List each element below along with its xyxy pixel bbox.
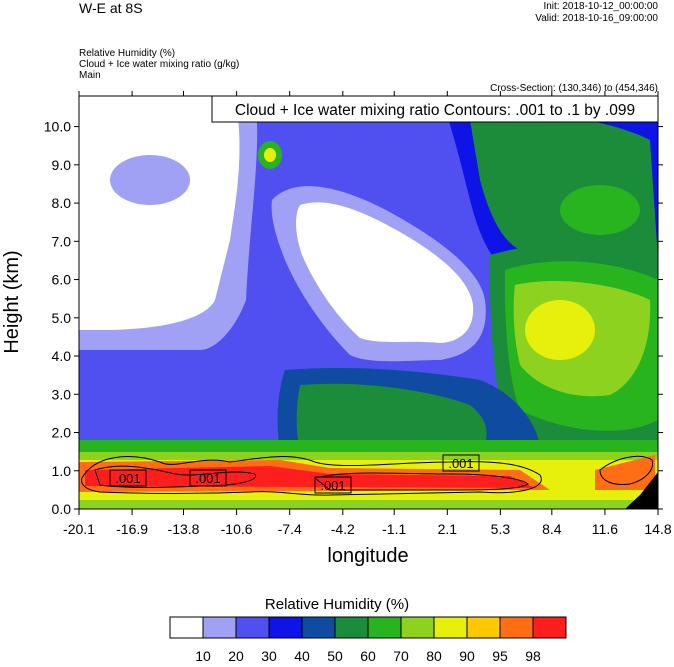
cloud-ice-contour [599, 455, 654, 485]
colorbar-label: 98 [525, 648, 541, 664]
x-tick-label: -20.1 [63, 521, 95, 537]
x-tick-label: -13.8 [168, 521, 200, 537]
rh-region [625, 472, 658, 509]
x-tick-label: 2.1 [438, 521, 458, 537]
colorbar-label: 50 [327, 648, 343, 664]
y-tick-label: 6.0 [52, 272, 72, 288]
colorbar-swatch [466, 616, 501, 639]
colorbar-swatch [532, 616, 567, 639]
cloud-ice-contour [94, 465, 256, 488]
rh-region [595, 455, 655, 490]
x-tick-label: -16.9 [116, 521, 148, 537]
colorbar-label: 30 [261, 648, 277, 664]
contour-label-box [314, 476, 352, 494]
colorbar-label: 90 [459, 648, 475, 664]
field-rh: Relative Humidity (%) [79, 48, 176, 59]
y-tick-label: 7.0 [52, 233, 72, 249]
init-valid-times: Init: 2018-10-12_00:00:00 Valid: 2018-10… [535, 1, 658, 25]
contour-info-box: Cloud + Ice water mixing ratio Contours:… [211, 95, 659, 123]
rh-region [79, 96, 240, 330]
field-main: Main [79, 70, 101, 81]
colorbar-swatch [367, 616, 402, 639]
field-cloud-ice: Cloud + Ice water mixing ratio (g/kg) [79, 59, 240, 70]
cloud-ice-contour [313, 472, 529, 491]
x-tick-label: -10.6 [221, 521, 253, 537]
colorbar-label: 95 [492, 648, 508, 664]
x-tick-label: -1.1 [382, 521, 406, 537]
contour-label: .001 [195, 471, 220, 486]
cross-section-label: Cross-Section: (130,346) to (454,346) [490, 83, 658, 94]
rh-region [85, 466, 535, 488]
colorbar-swatch [268, 616, 303, 639]
y-tick-label: 9.0 [52, 157, 72, 173]
colorbar-label: 70 [393, 648, 409, 664]
colorbar-swatch [202, 616, 237, 639]
y-tick-label: 5.0 [52, 310, 72, 326]
rh-region [264, 148, 276, 162]
contour-label: .001 [448, 456, 473, 471]
y-axis-label: Height (km) [1, 250, 23, 353]
contour-label: .001 [320, 478, 345, 493]
x-tick-label: -4.2 [331, 521, 355, 537]
cloud-ice-contours [81, 455, 654, 496]
contour-label-box [109, 469, 147, 487]
y-axis: 0.0 1.0 2.0 3.0 4.0 5.0 6.0 7.0 8.0 9.0 10.0 [44, 119, 663, 517]
contour-label-box [442, 454, 480, 472]
y-tick-label: 3.0 [52, 386, 72, 402]
y-tick-label: 4.0 [52, 348, 72, 364]
rh-region [110, 155, 190, 205]
valid-time: Valid: 2018-10-16_09:00:00 [535, 13, 658, 24]
colorbar: 10 20 30 40 50 60 70 80 90 95 98 [169, 616, 567, 664]
contour-label: .001 [115, 471, 140, 486]
rh-region [296, 202, 474, 343]
rh-region [525, 300, 595, 360]
colorbar-title: Relative Humidity (%) [264, 596, 410, 613]
x-axis-label: longitude [327, 545, 408, 567]
y-tick-label: 10.0 [44, 119, 71, 135]
colorbar-label: 10 [195, 648, 211, 664]
colorbar-label: 80 [426, 648, 442, 664]
colorbar-swatch [499, 616, 534, 639]
x-tick-label: 11.6 [592, 521, 618, 537]
colorbar-swatch [334, 616, 369, 639]
field-description: Relative Humidity (%) Cloud + Ice water … [79, 48, 239, 81]
x-axis: -20.1 -16.9 -13.8 -10.6 -7.4 -4.2 -1.1 2.1 5.3 8.… [63, 91, 672, 537]
colorbar-swatch [235, 616, 270, 639]
rh-region [296, 383, 487, 450]
x-tick-label: -7.4 [278, 521, 302, 537]
x-tick-label: 8.4 [542, 521, 562, 537]
plot-title: W-E at 8S [79, 0, 143, 16]
colorbar-swatch [169, 616, 204, 639]
y-tick-label: 2.0 [52, 425, 72, 441]
cloud-ice-contour [81, 456, 542, 496]
colorbar-label: 40 [294, 648, 310, 664]
contour-labels: .001 .001 .001 .001 [109, 454, 480, 494]
colorbar-swatch [433, 616, 468, 639]
colorbar-label: 60 [360, 648, 376, 664]
rh-filled-field [79, 96, 658, 509]
contour-info-text: Cloud + Ice water mixing ratio Contours:… [235, 102, 635, 119]
x-tick-label: 14.8 [644, 521, 671, 537]
init-time: Init: 2018-10-12_00:00:00 [543, 1, 658, 12]
rh-region [560, 185, 640, 235]
colorbar-swatch [400, 616, 435, 639]
colorbar-label: 20 [228, 648, 244, 664]
colorbar-swatch [301, 616, 336, 639]
contour-label-box [189, 469, 227, 487]
y-tick-label: 1.0 [52, 463, 72, 479]
x-tick-label: 5.3 [491, 521, 511, 537]
y-tick-label: 0.0 [52, 501, 72, 517]
y-tick-label: 8.0 [52, 195, 72, 211]
